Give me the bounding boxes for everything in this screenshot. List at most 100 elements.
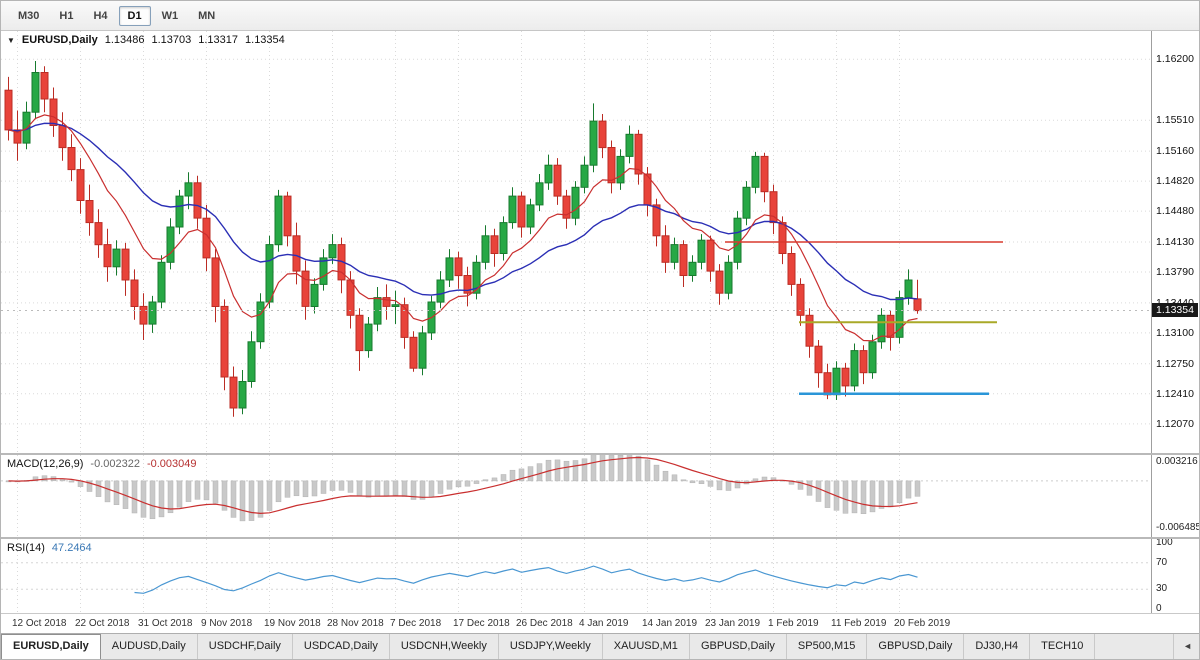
chart-tab-gbpusd-daily[interactable]: GBPUSD,Daily [689,634,787,659]
macd-signal-value: -0.003049 [146,458,197,470]
candle [544,154,553,190]
candle [49,87,58,137]
macd-scale-bottom-label: -0.006485 [1156,522,1200,533]
candle [580,156,589,194]
candle [481,225,490,270]
timeframe-button-d1[interactable]: D1 [118,5,151,26]
candle [103,228,112,282]
candle [535,174,544,212]
chart-header: ▼ EURUSD,Daily 1.13486 1.13703 1.13317 1… [7,34,285,46]
time-axis-label: 11 Feb 2019 [831,618,887,629]
candle [877,308,886,349]
candle [67,134,76,182]
candle [391,290,400,325]
timeframe-button-h4[interactable]: H4 [84,6,116,26]
candle [841,362,850,397]
candle [301,260,310,320]
timeframe-button-h1[interactable]: H1 [50,6,82,26]
candle [724,255,733,300]
macd-histogram [5,455,921,522]
chart-tab-dj30-h4[interactable]: DJ30,H4 [964,634,1031,659]
chart-symbol-label: EURUSD,Daily [21,34,98,46]
ma-slow-line [8,122,918,301]
candle [94,209,103,258]
rsi-label: RSI(14) [7,542,45,554]
price-scale-label: 1.14480 [1156,205,1194,217]
candle [598,114,607,159]
candle [508,187,517,229]
chart-tabs-bar: EURUSD,Daily AUDUSD,Daily USDCHF,Daily USDC… [1,633,1199,659]
price-chart-canvas[interactable] [1,31,1151,453]
macd-canvas[interactable] [1,455,1151,537]
chart-context-icon[interactable]: ▼ [7,35,15,45]
pane-separator[interactable] [1,453,1199,455]
candle [112,240,121,276]
chart-tab-eurusd-daily[interactable]: EURUSD,Daily [1,634,101,659]
candle [238,370,247,415]
time-axis[interactable]: 12 Oct 2018 22 Oct 2018 31 Oct 2018 9 Nov 2… [1,613,1199,635]
candle [400,297,409,349]
price-scale[interactable]: 1.13354 1.16200 1.15510 1.15160 1.14820 1.14… [1151,31,1200,614]
candle [697,234,706,270]
timeframe-button-mn[interactable]: MN [189,6,224,26]
candlestick-series [4,61,922,417]
tab-scroll-left-icon[interactable]: ◄ [1173,634,1199,659]
rsi-scale-label: 70 [1156,557,1168,568]
price-pane[interactable]: ▼ EURUSD,Daily 1.13486 1.13703 1.13317 1… [1,31,1151,453]
candle [445,249,454,287]
candle [913,279,922,314]
candle [688,255,697,282]
candle [58,112,67,161]
time-axis-label: 28 Nov 2018 [327,618,384,629]
candle [661,225,670,273]
candle [40,66,49,113]
chart-tab-gbpusd-daily[interactable]: GBPUSD,Daily [867,634,965,659]
candle [337,237,346,294]
rsi-scale-label: 100 [1156,537,1173,548]
rsi-scale-label: 0 [1156,603,1162,614]
candle [616,149,625,190]
candle [625,125,634,164]
chart-tab-usdchf-daily[interactable]: USDCHF,Daily [197,634,293,659]
chart-tab-usdjpy-weekly[interactable]: USDJPY,Weekly [498,634,603,659]
candle [463,266,472,307]
candle [4,76,13,141]
rsi-canvas[interactable] [1,539,1151,613]
candle [526,198,535,235]
candle [769,184,778,235]
candle [418,325,427,376]
timeframe-button-w1[interactable]: W1 [153,6,188,26]
candle [733,211,742,270]
chart-tab-usdcad-daily[interactable]: USDCAD,Daily [292,634,390,659]
chart-tab-tech10[interactable]: TECH10 [1030,634,1096,659]
macd-pane[interactable]: MACD(12,26,9) -0.002322 -0.003049 [1,455,1151,537]
time-axis-label: 19 Nov 2018 [264,618,321,629]
candle [490,228,499,267]
price-scale-label: 1.16200 [1156,53,1194,65]
rsi-value: 47.2464 [51,542,92,554]
candle [202,204,211,272]
rsi-header: RSI(14) 47.2464 [7,542,92,554]
chart-tab-usdcnh-weekly[interactable]: USDCNH,Weekly [389,634,499,659]
price-scale-label: 1.12070 [1156,418,1194,430]
price-scale-label: 1.15160 [1156,145,1194,157]
candle [274,189,283,252]
chart-tab-audusd-daily[interactable]: AUDUSD,Daily [100,634,198,659]
chart-workspace: ▼ EURUSD,Daily 1.13486 1.13703 1.13317 1… [1,31,1200,635]
candle [184,172,193,210]
chart-tab-sp500-m15[interactable]: SP500,M15 [786,634,868,659]
pane-separator[interactable] [1,537,1199,539]
chart-tab-xauusd-m1[interactable]: XAUUSD,M1 [602,634,690,659]
candle [166,218,175,270]
candle [319,249,328,291]
candle [517,191,526,238]
candle [355,308,364,371]
candle [562,189,571,229]
candle [715,264,724,305]
candle [256,293,265,349]
candle [751,151,760,194]
candle [850,343,859,392]
rsi-pane[interactable]: RSI(14) 47.2464 [1,539,1151,613]
timeframe-button-m30[interactable]: M30 [9,6,48,26]
candle [787,246,796,296]
